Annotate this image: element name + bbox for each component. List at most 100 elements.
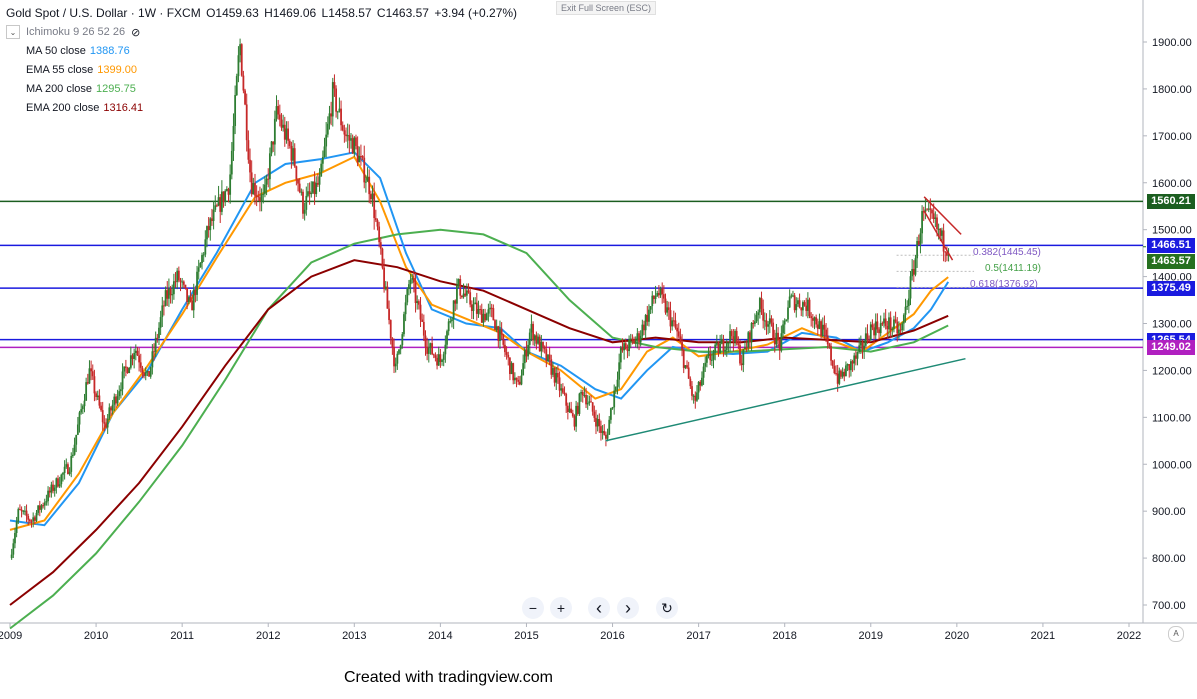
candle-body <box>831 360 834 367</box>
candle-body <box>166 290 169 299</box>
candle-body <box>657 292 660 296</box>
exit-fullscreen-button[interactable]: Exit Full Screen (ESC) <box>556 1 657 15</box>
candle-body <box>196 271 198 295</box>
candle-body <box>19 509 21 511</box>
candle-body <box>494 320 496 331</box>
candle-body <box>328 113 331 124</box>
candle-body <box>105 423 107 428</box>
candle-body <box>161 305 164 318</box>
candle-body <box>618 362 621 380</box>
candle-body <box>378 226 381 243</box>
candle-body <box>95 393 97 398</box>
candle-body <box>401 334 404 346</box>
candle-body <box>27 516 30 520</box>
candle-body <box>336 111 339 113</box>
candle-body <box>720 339 723 344</box>
candle-body <box>250 172 253 195</box>
candle-body <box>624 343 627 350</box>
indicator-row[interactable]: EMA 55 close 1399.00 <box>6 61 519 80</box>
candle-body <box>603 431 606 435</box>
candle-body <box>883 318 885 324</box>
candle-body <box>209 218 212 231</box>
candle-body <box>389 320 392 339</box>
candle-body <box>871 324 874 328</box>
ichimoku-row[interactable]: ⌄ Ichimoku 9 26 52 26 ⊘ <box>6 22 519 42</box>
candle-body <box>346 135 349 137</box>
candle-body <box>566 405 569 413</box>
candle-body <box>86 382 89 384</box>
candle-body <box>287 128 289 141</box>
candle-body <box>687 367 690 379</box>
indicator-name: EMA 55 close <box>26 64 94 76</box>
candle-body <box>176 270 179 282</box>
candle-body <box>70 456 73 472</box>
candle-body <box>656 292 659 296</box>
trendline[interactable] <box>605 357 966 442</box>
candle-body <box>550 359 553 375</box>
candle-body <box>211 218 213 221</box>
candle-body <box>563 392 566 394</box>
candle-body <box>523 349 526 364</box>
candle-body <box>316 182 319 185</box>
auto-scale-button[interactable]: A <box>1168 626 1184 642</box>
candle-body <box>396 353 399 364</box>
candle-body <box>277 106 280 115</box>
candle-body <box>927 208 930 210</box>
candle-body <box>843 371 846 377</box>
trendline[interactable] <box>923 210 954 261</box>
candle-body <box>315 182 318 195</box>
zoom-in-button[interactable]: + <box>550 597 572 619</box>
candle-body <box>778 339 781 351</box>
reset-chart-button[interactable]: ↻ <box>656 597 678 619</box>
price-level-label: 1249.02 <box>1147 340 1195 356</box>
candle-body <box>561 388 564 393</box>
candle-body <box>578 393 581 414</box>
candle-body <box>532 323 534 341</box>
candle-body <box>138 355 141 363</box>
candle-body <box>348 135 351 141</box>
candle-body <box>461 295 463 298</box>
candle-body <box>863 345 866 350</box>
candle-body <box>649 306 652 310</box>
trendline[interactable] <box>923 196 962 235</box>
candle-body <box>462 293 465 298</box>
candle-body <box>704 362 707 367</box>
candle-body <box>325 134 328 147</box>
candle-body <box>230 150 233 175</box>
candle-body <box>878 329 880 334</box>
candle-body <box>47 490 49 502</box>
chevron-down-icon[interactable]: ⌄ <box>6 25 20 39</box>
candle-body <box>586 402 589 405</box>
eye-hidden-icon[interactable]: ⊘ <box>131 26 141 39</box>
candle-body <box>702 366 705 378</box>
candle-body <box>881 323 884 325</box>
candle-body <box>710 359 713 361</box>
candle-body <box>245 104 248 141</box>
candle-body <box>268 153 271 180</box>
scroll-right-button[interactable]: › <box>617 597 639 619</box>
zoom-out-button[interactable]: − <box>522 597 544 619</box>
scroll-left-button[interactable]: ‹ <box>588 597 610 619</box>
indicator-row[interactable]: MA 200 close 1295.75 <box>6 80 519 99</box>
candle-body <box>507 354 510 358</box>
candle-body <box>830 346 832 361</box>
candle-body <box>894 319 897 322</box>
candle-body <box>472 304 475 311</box>
candle-body <box>515 377 518 380</box>
candle-body <box>854 355 857 359</box>
candle-body <box>259 197 261 201</box>
candle-body <box>793 295 796 311</box>
candle-body <box>921 211 923 234</box>
candle-body <box>740 363 743 366</box>
y-tick-label: 1100.00 <box>1152 412 1191 424</box>
indicator-row[interactable]: EMA 200 close 1316.41 <box>6 99 519 118</box>
candle-body <box>785 319 788 321</box>
indicator-row[interactable]: MA 50 close 1388.76 <box>6 42 519 61</box>
candle-body <box>681 342 683 350</box>
candle-body <box>497 326 500 341</box>
candle-body <box>593 411 596 418</box>
candle-body <box>758 298 761 313</box>
candle-body <box>115 396 117 404</box>
candle-body <box>282 124 285 128</box>
